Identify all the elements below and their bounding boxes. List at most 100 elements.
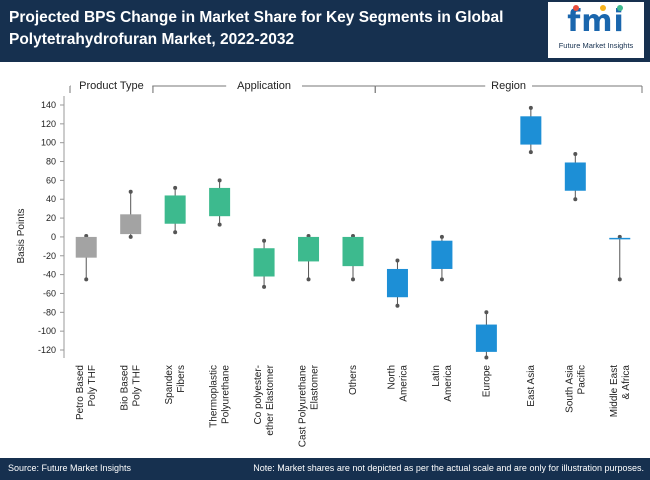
candle-low-point [439,277,444,282]
candle [342,233,364,282]
candle-high-point [217,178,222,183]
candle [609,234,631,282]
candle-high-point [262,238,267,243]
candle-high-point [528,105,533,110]
candle-low-point [528,150,533,155]
x-tick-label: East Asia [526,365,537,407]
logo-dot-green [617,5,623,11]
x-tick-label-line: South Asia [564,365,575,413]
x-tick-label-line: Spandex [164,365,175,404]
logo-subtitle: Future Market Insights [558,41,634,50]
x-tick-label: ThermoplasticPolyurethane [209,365,232,428]
bracket-label-bg [70,77,153,92]
candle [431,234,453,282]
candle-box [209,187,231,217]
footer-bar: Source: Future Market Insights Note: Mar… [0,458,650,480]
bracket-label-bg [226,77,302,92]
x-tick-label: South AsiaPacific [564,365,587,413]
x-tick-label-line: Petro Based [75,365,86,420]
bracket-label-bg [485,77,533,92]
note-text: Note: Market shares are not depicted as … [253,463,644,473]
candle [120,189,142,239]
source-text: Source: Future Market Insights [8,463,132,473]
group-label: Product Type [79,80,144,92]
candle [164,185,186,235]
candle [520,105,542,155]
candle-low-point [351,277,355,282]
x-tick-label-line: Polyurethane [221,365,232,424]
x-tick-label-line: Latin [431,365,442,387]
x-axis-labels: Petro BasedPoly THF Bio BasedPoly THF Span… [75,364,632,447]
candle-box [253,248,275,277]
logo-dot-red [573,5,579,11]
logo-text: fmi [567,4,625,39]
candle-box [386,268,408,298]
candle-high-point [439,234,444,239]
y-tick-label: 120 [41,119,56,129]
x-tick-label: Petro BasedPoly THF [75,365,98,420]
x-tick-label: NorthAmerica [386,365,409,402]
chart-title: Projected BPS Change in Market Share for… [9,9,504,48]
y-tick-label: -60 [43,288,56,298]
x-tick-label-line: America [443,365,454,402]
y-tick-label: -100 [38,326,56,336]
x-tick-label-line: Co polyester- [253,365,264,424]
x-tick-label-line: East Asia [526,365,537,407]
x-tick-label-line: Europe [481,365,492,398]
group-bracket: Product Type [69,77,154,93]
candle-box [609,237,631,240]
fmi-logo: fmi Future Market Insights [548,2,644,58]
candle [209,178,231,227]
candle-low-point [262,284,267,289]
x-tick-label-line: ether Elastomer [265,364,276,435]
candle-box [164,195,186,224]
candle-low-point [128,234,133,239]
y-tick-label: 60 [46,175,56,185]
x-tick-label-line: Cast Polyurethane [298,365,309,448]
y-tick-label: -40 [43,270,56,280]
candle-low-point [617,277,622,282]
candle [386,258,408,308]
candle-low-point [217,222,222,227]
candle-high-point [573,152,578,156]
y-tick-label: 100 [41,138,56,148]
candle [475,310,497,360]
y-tick-label: -80 [43,307,56,317]
x-tick-label: LatinAmerica [431,365,454,402]
x-tick-label: Others [348,365,359,395]
x-tick-label: Cast PolyurethaneElastomer [298,364,321,447]
candle-low-point [173,230,178,235]
y-tick-label: 140 [41,100,56,110]
candle-box [520,116,542,145]
candles [75,105,631,360]
y-axis: -120 -100 -80 -60 -40 -20 0 20 40 60 80 100 120 140 [38,96,65,358]
candle [75,233,97,282]
y-tick-label: -20 [43,251,56,261]
group-brackets: Product Type Application Region [69,77,643,93]
x-tick-label-line: America [398,365,409,402]
x-tick-label-line: Poly THF [132,365,143,407]
x-tick-label-line: Fibers [176,365,187,393]
candlestick-chart: Product Type Application Region -120 -100 -8… [16,77,643,447]
logo-dot-yellow [600,5,606,11]
candle-low-point [395,303,400,308]
candle-box [431,240,453,269]
group-bracket: Application [152,77,376,93]
x-tick-label: Bio BasedPoly THF [120,365,143,411]
candle-high-point [484,310,489,315]
x-tick-label-line: Elastomer [310,364,321,410]
x-tick-label-line: Poly THF [87,365,98,407]
x-tick-label: SpandexFibers [164,365,187,404]
x-tick-label: Europe [481,365,492,398]
candle-low-point [573,197,578,202]
y-axis-label: Basis Points [16,208,27,263]
x-tick-label-line: Middle East [609,365,620,417]
group-bracket: Region [374,77,643,93]
candle-low-point [84,277,89,282]
y-tick-label: 40 [46,194,56,204]
x-tick-label-line: Others [348,365,359,395]
x-tick-label-line: Pacific [576,365,587,394]
y-tick-label: 20 [46,213,56,223]
x-tick-label-line: Bio Based [120,365,131,411]
candle-box [298,236,320,262]
